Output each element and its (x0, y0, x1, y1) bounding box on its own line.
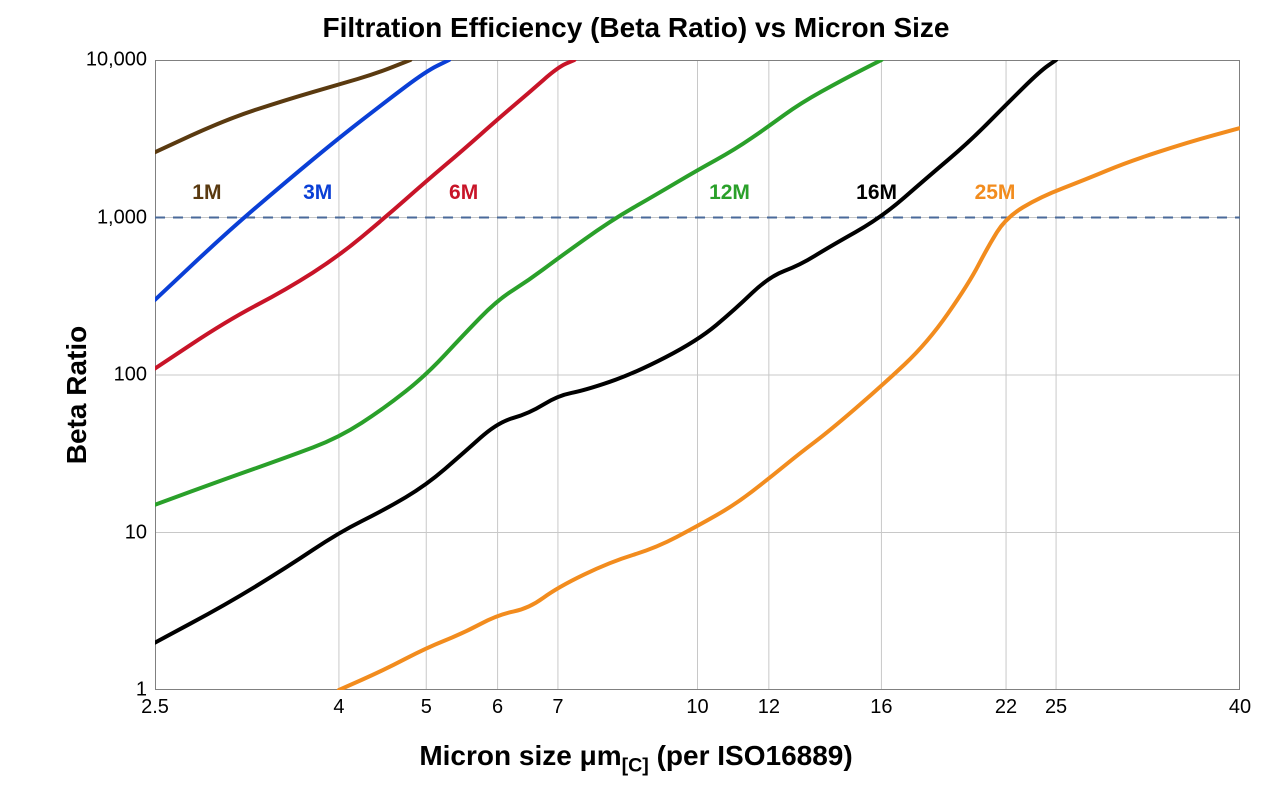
x-tick-label: 4 (333, 696, 344, 719)
series-label: 16M (856, 181, 897, 205)
y-tick-label: 100 (114, 364, 147, 387)
x-axis-label: Micron size μm[C] (per ISO16889) (0, 740, 1272, 778)
x-tick-label: 12 (758, 696, 780, 719)
series-label: 1M (192, 181, 221, 205)
x-tick-label: 25 (1045, 696, 1067, 719)
x-tick-label: 16 (870, 696, 892, 719)
plot-area (155, 60, 1240, 690)
x-tick-label: 5 (421, 696, 432, 719)
x-axis-label-sub: [C] (622, 755, 649, 777)
chart-container: Filtration Efficiency (Beta Ratio) vs Mi… (0, 0, 1272, 790)
y-tick-label: 10,000 (86, 49, 147, 72)
x-tick-label: 7 (552, 696, 563, 719)
series-label: 3M (303, 181, 332, 205)
x-tick-label: 22 (995, 696, 1017, 719)
chart-title: Filtration Efficiency (Beta Ratio) vs Mi… (0, 12, 1272, 44)
x-axis-label-pre: Micron size μm (419, 740, 621, 771)
x-axis-label-post: (per ISO16889) (649, 740, 853, 771)
y-axis-label: Beta Ratio (61, 326, 93, 464)
series-label: 12M (709, 181, 750, 205)
x-tick-label: 10 (686, 696, 708, 719)
y-tick-label: 10 (125, 521, 147, 544)
x-tick-label: 40 (1229, 696, 1251, 719)
y-tick-label: 1,000 (97, 206, 147, 229)
x-tick-label: 2.5 (141, 696, 169, 719)
x-tick-label: 6 (492, 696, 503, 719)
series-label: 25M (975, 181, 1016, 205)
series-label: 6M (449, 181, 478, 205)
